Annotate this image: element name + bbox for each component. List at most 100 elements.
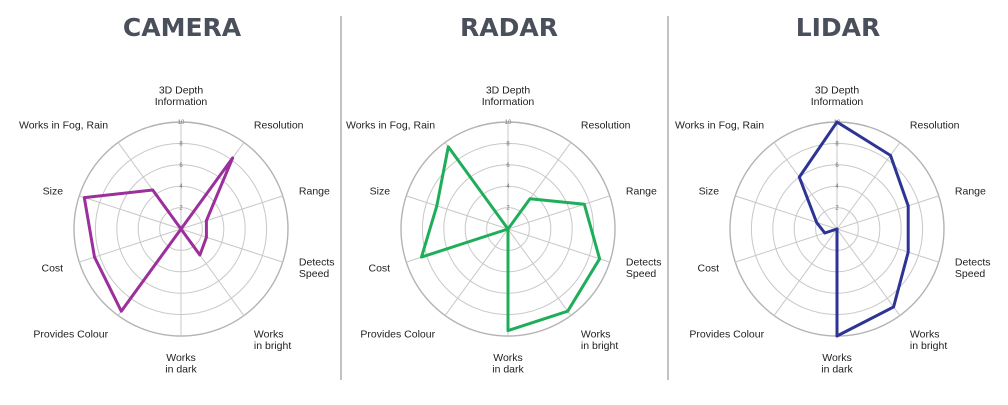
radar-axis-label-works-in-fog-rain: Works in Fog, Rain — [346, 120, 435, 132]
radar-spoke — [444, 228, 509, 316]
lidar-data-point-works-in-dark — [835, 334, 839, 338]
radar-spoke — [507, 228, 610, 263]
lidar-axis-label-detects-speed: Detects Speed — [955, 257, 991, 281]
lidar-spoke — [836, 195, 939, 230]
lidar-spoke — [836, 228, 939, 263]
camera-data-point-works-in-bright — [198, 253, 202, 257]
radar-series-line — [420, 145, 602, 333]
radar-axis-label-detects-speed: Detects Speed — [626, 257, 662, 281]
lidar-data-point-works-in-bright — [892, 305, 895, 309]
radar-spoke — [406, 195, 509, 230]
camera-axis-label-cost: Cost — [42, 262, 64, 274]
lidar-data-point-3d-depth-information — [835, 120, 839, 124]
lidar-tick-label-4: 4 — [835, 184, 839, 190]
radar-data-point-works-in-fog-rain — [447, 145, 450, 149]
radar-panel: RADAR 2 4 6 8 10 3D Depth Information Resolutio… — [346, 13, 662, 376]
camera-data-point-provides-colour — [120, 309, 123, 313]
lidar-axis-label-3d-depth-information: 3D Depth Information — [811, 85, 864, 109]
camera-panel-title: CAMERA — [123, 13, 242, 42]
radar-data-point-cost — [420, 255, 423, 259]
camera-axis-label-provides-colour: Provides Colour — [33, 328, 108, 340]
radar-spoke — [507, 195, 610, 230]
camera-spoke — [79, 228, 182, 263]
lidar-spoke — [735, 195, 838, 230]
camera-spoke — [79, 195, 182, 230]
radar-axis-label-works-in-bright: Works in bright — [581, 328, 618, 352]
radar-data-point-range — [583, 202, 586, 206]
lidar-tick-label-8: 8 — [835, 141, 839, 147]
camera-tick-label-2: 2 — [179, 206, 183, 212]
lidar-data-point-provides-colour — [835, 227, 839, 231]
lidar-data-point-works-in-fog-rain — [798, 175, 801, 179]
lidar-axis-label-resolution: Resolution — [910, 120, 960, 132]
lidar-spoke — [773, 228, 838, 316]
lidar-axis-label-works-in-dark: Works in dark — [821, 352, 853, 376]
radar-tick-label-2: 2 — [506, 206, 510, 212]
camera-axis-label-size: Size — [43, 186, 64, 198]
camera-axis-label-works-in-fog-rain: Works in Fog, Rain — [19, 120, 108, 132]
lidar-axis-label-cost: Cost — [698, 262, 720, 274]
radar-radar-chart: 2 4 6 8 10 3D Depth Information Resolution Range… — [346, 85, 662, 376]
radar-axis-label-works-in-dark: Works in dark — [492, 352, 524, 376]
radar-tick-label-8: 8 — [506, 141, 510, 147]
radar-panel-title: RADAR — [460, 13, 558, 42]
radar-axis-label-cost: Cost — [369, 262, 391, 274]
camera-axis-label-works-in-bright: Works in bright — [254, 328, 291, 352]
camera-data-point-range — [205, 219, 208, 222]
camera-data-point-works-in-fog-rain — [151, 188, 154, 192]
lidar-axis-label-size: Size — [699, 186, 720, 198]
camera-data-point-works-in-dark — [179, 227, 183, 231]
camera-axis-label-resolution: Resolution — [254, 120, 304, 132]
radar-spoke — [507, 228, 572, 316]
lidar-spoke — [735, 228, 838, 263]
lidar-axis-label-range: Range — [955, 186, 986, 198]
radar-data-point-detects-speed — [598, 257, 601, 261]
lidar-tick-label-2: 2 — [835, 206, 839, 212]
camera-tick-label-10: 10 — [178, 120, 185, 126]
camera-data-point-detects-speed — [205, 236, 208, 239]
lidar-data-point-cost — [823, 231, 827, 235]
radar-axis-label-size: Size — [370, 186, 391, 198]
lidar-panel-title: LIDAR — [796, 13, 881, 42]
radar-axis-label-range: Range — [626, 186, 657, 198]
radar-tick-label-6: 6 — [506, 163, 510, 169]
lidar-axis-label-works-in-fog-rain: Works in Fog, Rain — [675, 120, 764, 132]
camera-data-point-resolution — [231, 156, 234, 160]
camera-series-line — [82, 156, 235, 313]
camera-data-point-size — [83, 196, 86, 199]
camera-spoke — [180, 195, 283, 230]
camera-panel: CAMERA 2 4 6 8 10 3D Depth Information Resoluti… — [19, 13, 335, 376]
camera-tick-label-6: 6 — [179, 163, 183, 169]
lidar-axis-label-works-in-bright: Works in bright — [910, 328, 947, 352]
lidar-spoke — [836, 228, 901, 316]
radar-data-point-size — [435, 204, 439, 208]
radar-data-point-provides-colour — [506, 227, 510, 231]
radar-axis-label-provides-colour: Provides Colour — [360, 328, 435, 340]
camera-axis-label-detects-speed: Detects Speed — [299, 257, 335, 281]
lidar-data-point-size — [815, 221, 818, 224]
camera-spoke — [180, 228, 283, 263]
lidar-tick-label-6: 6 — [835, 163, 839, 169]
lidar-data-point-detects-speed — [906, 250, 910, 254]
radar-data-point-works-in-dark — [506, 329, 510, 332]
lidar-data-point-resolution — [889, 154, 892, 157]
radar-axis-label-resolution: Resolution — [581, 120, 631, 132]
camera-radar-chart: 2 4 6 8 10 3D Depth Information Resolution Range… — [19, 85, 335, 376]
camera-tick-label-4: 4 — [179, 184, 183, 190]
camera-axis-label-3d-depth-information: 3D Depth Information — [155, 85, 208, 109]
camera-tick-label-8: 8 — [179, 141, 183, 147]
radar-tick-label-10: 10 — [505, 120, 512, 126]
lidar-spoke — [773, 142, 838, 230]
radar-data-point-works-in-bright — [566, 309, 569, 313]
radar-axis-label-3d-depth-information: 3D Depth Information — [482, 85, 535, 109]
lidar-axis-label-provides-colour: Provides Colour — [689, 328, 764, 340]
camera-axis-label-works-in-dark: Works in dark — [165, 352, 197, 376]
camera-data-point-cost — [93, 255, 96, 259]
camera-axis-label-range: Range — [299, 186, 330, 198]
radar-data-point-resolution — [528, 197, 532, 200]
lidar-data-point-range — [906, 204, 910, 208]
radar-tick-label-4: 4 — [506, 184, 510, 190]
